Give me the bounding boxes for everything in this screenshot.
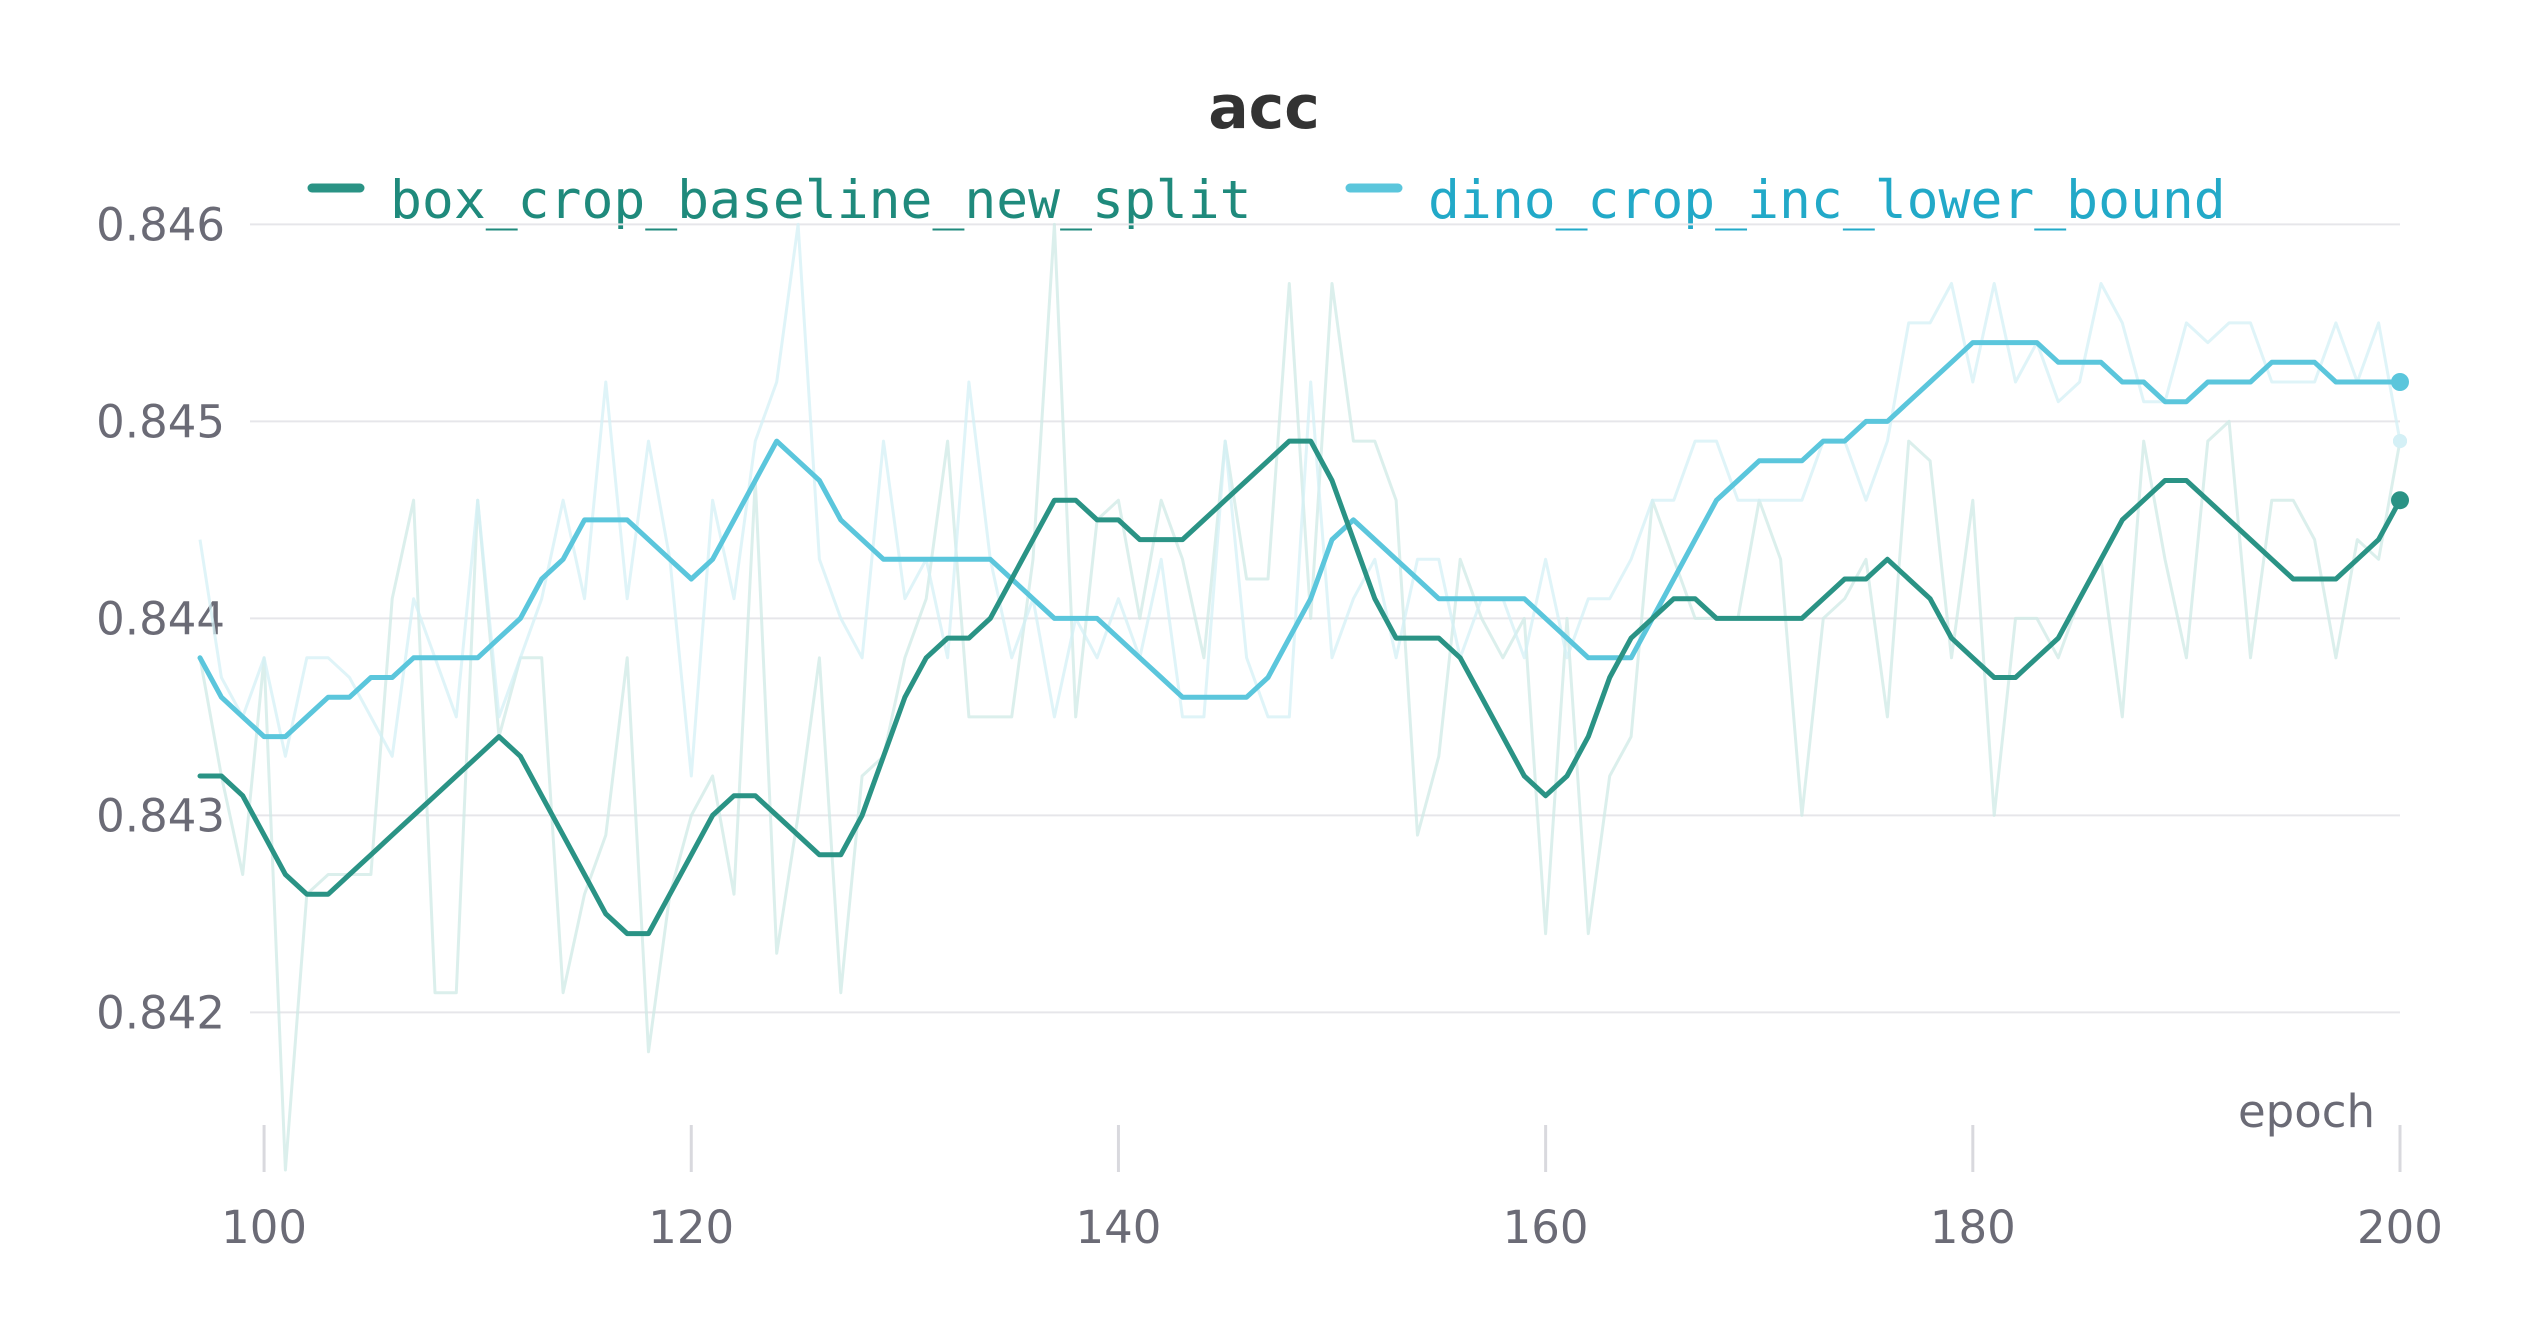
x-tick-label: 200: [2357, 1201, 2443, 1254]
smoothed-line-dino-crop: [197, 340, 2403, 740]
x-tick-label: 160: [1503, 1201, 1589, 1254]
x-tick-label: 100: [221, 1201, 307, 1254]
grid-lines: [250, 223, 2400, 1014]
x-axis-ticks: 100 120 140 160 180 200: [221, 1125, 2443, 1254]
raw-series-lines: [198, 222, 2402, 1172]
raw-line-dino-crop: [198, 222, 2402, 778]
y-axis-ticks: 0.842 0.843 0.844 0.845 0.846: [96, 198, 225, 1039]
y-tick-label: 0.846: [96, 198, 225, 251]
raw-endpoint: [2393, 434, 2407, 449]
x-tick-label: 180: [1930, 1201, 2016, 1254]
x-axis-label: epoch: [2238, 1085, 2375, 1138]
y-tick-label: 0.845: [96, 395, 225, 448]
chart-title: acc: [1208, 73, 1320, 143]
x-tick-label: 120: [648, 1201, 734, 1254]
x-tick-label: 140: [1075, 1201, 1161, 1254]
legend-label-box-crop: box_crop_baseline_new_split: [390, 170, 1252, 231]
smoothed-series-lines: [197, 340, 2403, 937]
legend-label-dino-crop: dino_crop_inc_lower_bound: [1428, 170, 2226, 231]
series-endpoints: [2391, 373, 2409, 510]
y-tick-label: 0.842: [96, 986, 225, 1039]
series-endpoint: [2391, 373, 2409, 391]
smoothed-line-box-crop: [197, 438, 2403, 937]
raw-line-box-crop: [198, 222, 2402, 1172]
y-tick-label: 0.843: [96, 789, 225, 842]
y-tick-label: 0.844: [96, 592, 225, 645]
series-endpoint: [2391, 491, 2409, 510]
legend: box_crop_baseline_new_split dino_crop_in…: [307, 170, 2226, 231]
